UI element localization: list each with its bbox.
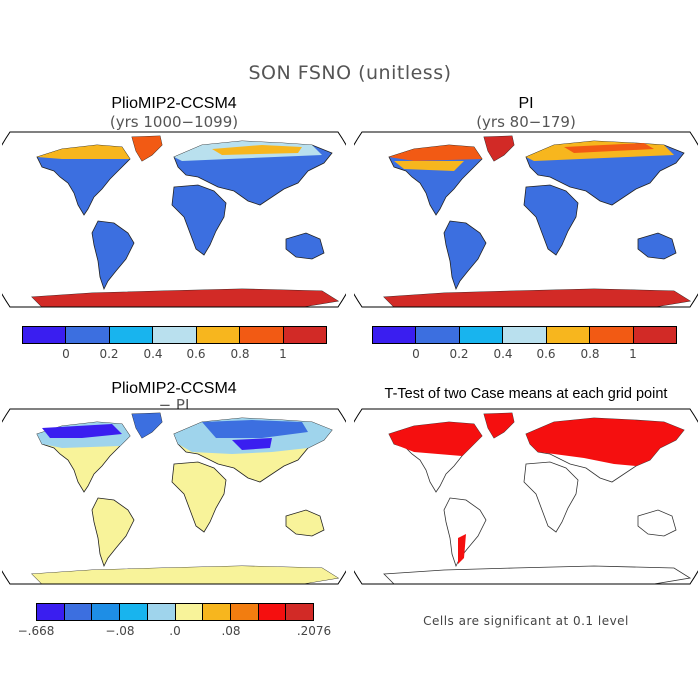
panel-subtitle-model-years: (yrs 1000−1099) [109, 113, 239, 131]
colorbar-tick-label: .08 [221, 624, 241, 638]
colorbar-bin [373, 327, 417, 343]
colorbar-tick-label: 1 [629, 347, 637, 361]
map-pi [354, 131, 698, 308]
colorbar-tick-label: 0.2 [449, 347, 469, 361]
panel-title-ttest: T-Test of two Case means at each grid po… [384, 386, 668, 402]
colorbar-bin [283, 327, 326, 343]
colorbar-bin [416, 327, 460, 343]
colorbar-bin [120, 604, 148, 620]
colorbar-bin [286, 604, 314, 620]
colorbar-bin [153, 327, 197, 343]
colorbar-bin [258, 604, 287, 620]
figure-title: SON FSNO (unitless) [248, 62, 452, 84]
colorbar-bin [546, 327, 591, 343]
colorbar-tick-label: 0.6 [186, 347, 206, 361]
map-difference [2, 408, 346, 585]
colorbar-bin [64, 604, 93, 620]
colorbar-tick-label: .0 [169, 624, 181, 638]
colorbar-bin [23, 327, 67, 343]
colorbar-abs-right [372, 326, 677, 344]
colorbar-bin [175, 604, 204, 620]
colorbar-bin [147, 604, 176, 620]
colorbar-bin [633, 327, 676, 343]
colorbar-bin [37, 604, 65, 620]
colorbar-tick-label: 1 [279, 347, 287, 361]
panel-title-pi: PI [518, 95, 534, 112]
colorbar-tick-label: .2076 [296, 624, 332, 638]
colorbar-bin [196, 327, 241, 343]
colorbar-bin [109, 327, 154, 343]
colorbar-tick-label: 0.4 [143, 347, 163, 361]
panel-subtitle-pi-years: (yrs 80−179) [476, 113, 576, 131]
colorbar-bin [590, 327, 634, 343]
colorbar-bin [230, 604, 259, 620]
colorbar-tick-label: 0 [412, 347, 420, 361]
colorbar-abs-left [22, 326, 327, 344]
colorbar-tick-label: 0.8 [230, 347, 250, 361]
colorbar-tick-label: −.668 [17, 624, 55, 638]
colorbar-tick-label: 0.4 [493, 347, 513, 361]
colorbar-tick-label: −.08 [105, 624, 135, 638]
map-ttest [354, 408, 698, 585]
colorbar-bin [459, 327, 504, 343]
significance-note: Cells are significant at 0.1 level [423, 614, 629, 628]
colorbar-tick-label: 0.8 [580, 347, 600, 361]
colorbar-bin [92, 604, 121, 620]
colorbar-bin [240, 327, 284, 343]
colorbar-bin [66, 327, 110, 343]
colorbar-diff [36, 603, 314, 621]
map-model [2, 131, 346, 308]
colorbar-bin [203, 604, 231, 620]
panel-title-diff: PlioMIP2-CCSM4 [111, 380, 237, 397]
colorbar-tick-label: 0.6 [536, 347, 556, 361]
colorbar-tick-label: 0 [62, 347, 70, 361]
colorbar-tick-label: 0.2 [99, 347, 119, 361]
panel-title-model: PlioMIP2-CCSM4 [111, 95, 237, 112]
colorbar-bin [503, 327, 547, 343]
